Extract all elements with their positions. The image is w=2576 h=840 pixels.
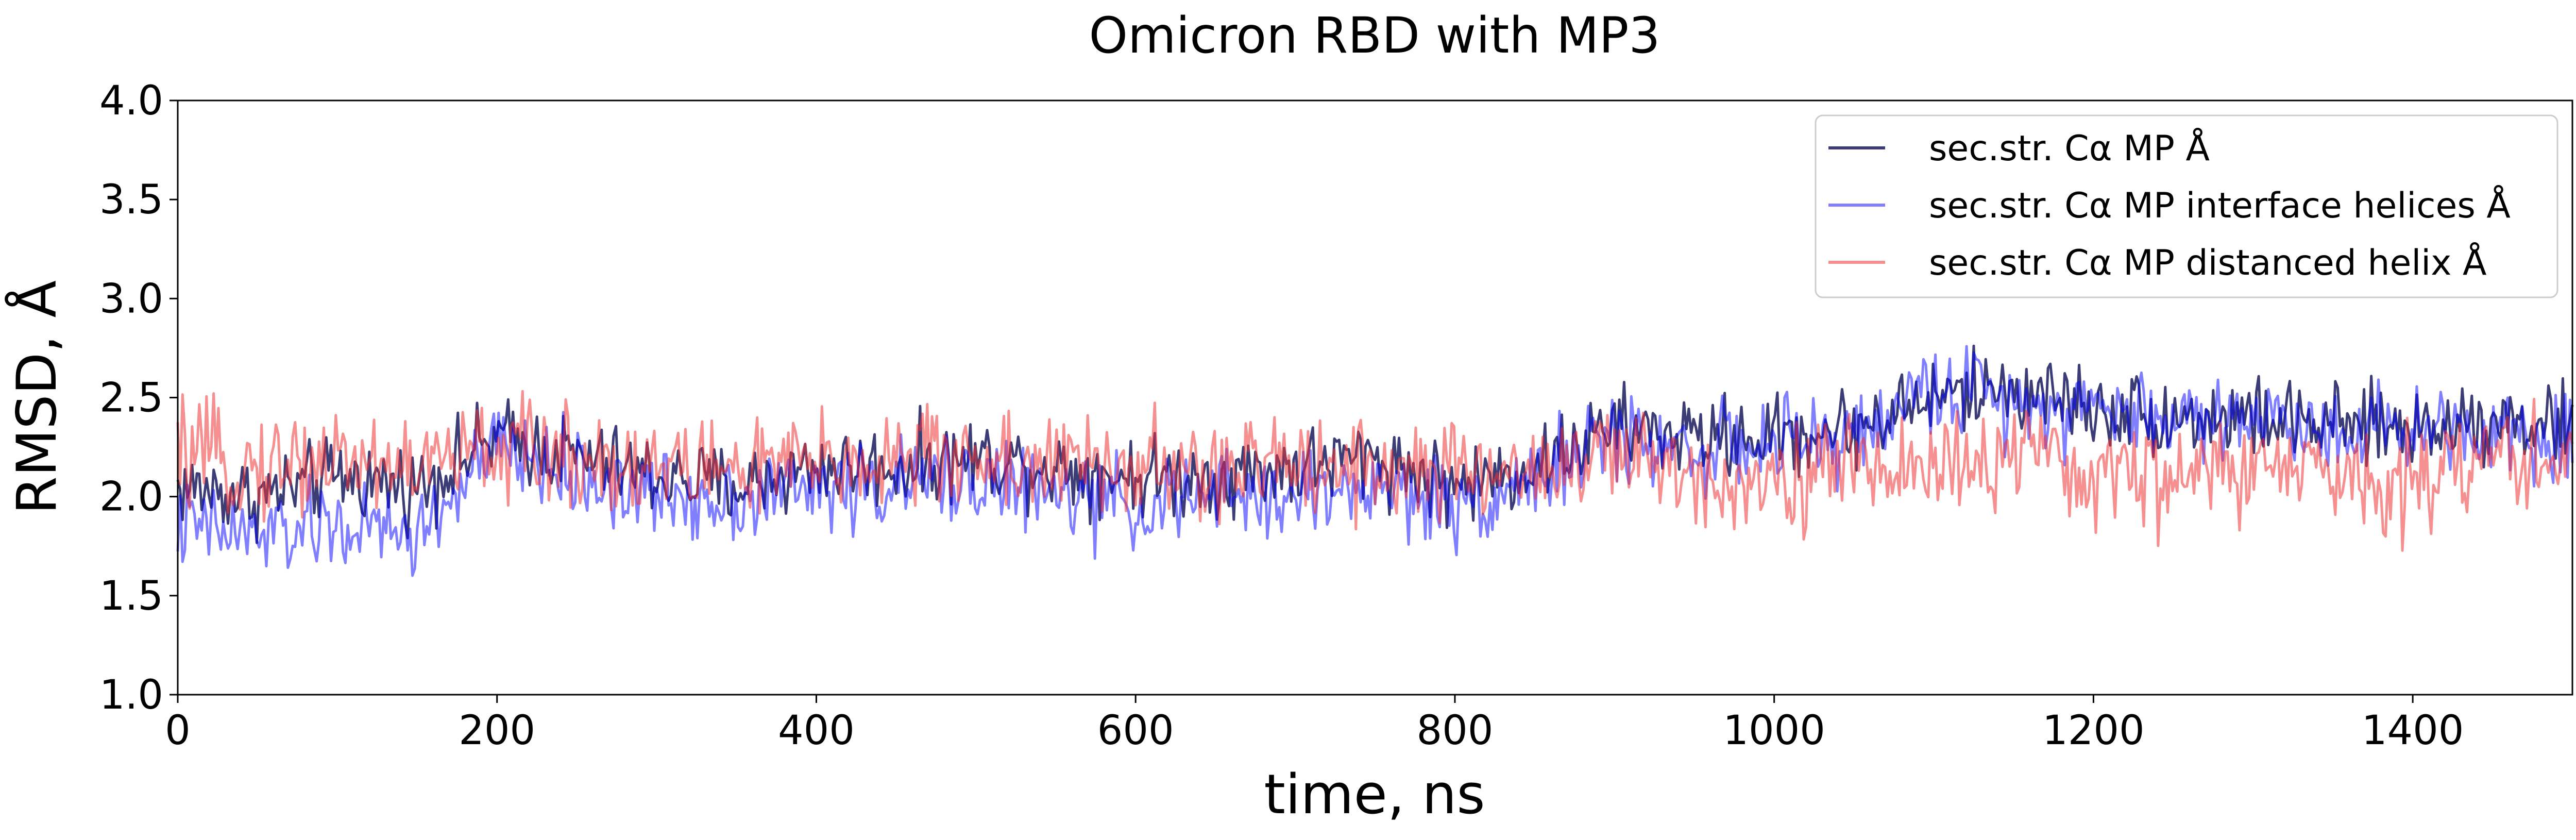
- x-axis-label: time, ns: [1264, 763, 1485, 826]
- legend-box: [1815, 114, 2558, 298]
- series-line-3: [176, 390, 2574, 552]
- x-tick-label: 1000: [1723, 708, 1825, 754]
- y-axis: 1.0 1.5 2.0 2.5 3.0 3.5 4.0: [99, 78, 178, 718]
- x-tick-label: 400: [778, 708, 855, 754]
- y-tick-label: 4.0: [99, 78, 163, 124]
- x-tick-label: 200: [459, 708, 535, 754]
- x-axis: 0 200 400 600 800 1000 1200 1400: [165, 695, 2464, 754]
- legend-entry-label: sec.str. Cα MP Å: [1929, 127, 2210, 169]
- y-tick-label: 2.0: [99, 474, 163, 520]
- y-tick-label: 3.0: [99, 276, 163, 322]
- chart-title: Omicron RBD with MP3: [1089, 7, 1660, 64]
- x-tick-label: 600: [1097, 708, 1174, 754]
- x-tick-label: 1200: [2042, 708, 2145, 754]
- x-tick-label: 800: [1416, 708, 1493, 754]
- legend-entry-label: sec.str. Cα MP interface helices Å: [1929, 184, 2511, 226]
- y-tick-label: 3.5: [99, 177, 163, 223]
- y-tick-label: 1.5: [99, 573, 163, 619]
- x-tick-label: 0: [165, 708, 191, 754]
- legend: sec.str. Cα MP Å sec.str. Cα MP interface…: [1815, 114, 2558, 298]
- y-tick-label: 1.0: [99, 672, 163, 718]
- y-tick-label: 2.5: [99, 375, 163, 422]
- legend-entry-label: sec.str. Cα MP distanced helix Å: [1929, 242, 2487, 283]
- series-layer: [176, 344, 2574, 577]
- y-axis-label: RMSD, Å: [5, 280, 69, 514]
- x-tick-label: 1400: [2362, 708, 2464, 754]
